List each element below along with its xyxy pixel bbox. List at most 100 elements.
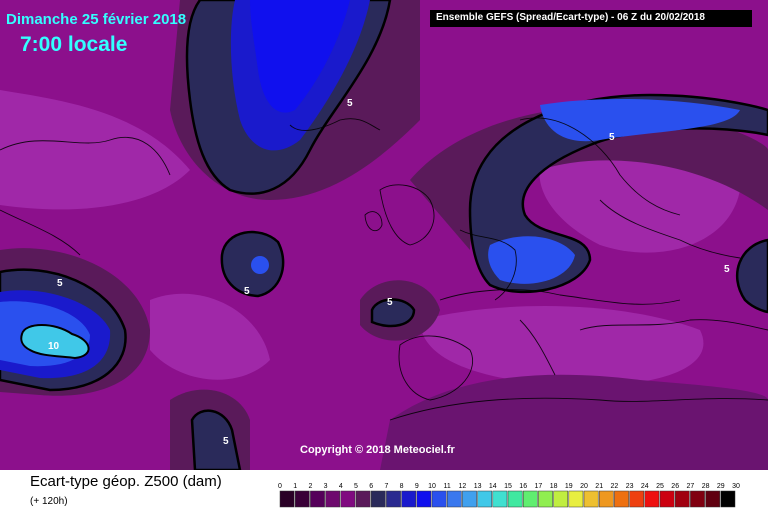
contour-label: 5 bbox=[609, 132, 615, 143]
scale-swatch bbox=[644, 490, 660, 508]
high-spread-zone-norway bbox=[540, 98, 740, 142]
coastline-labrador bbox=[0, 209, 81, 256]
scale-tick-label: 27 bbox=[687, 483, 695, 490]
scale-tick-label: 17 bbox=[535, 483, 543, 490]
scale-swatch bbox=[416, 490, 432, 508]
scale-swatch bbox=[370, 490, 386, 508]
scale-tick-label: 8 bbox=[400, 483, 404, 490]
contour-label: 10 bbox=[48, 341, 60, 352]
scale-tick-label: 12 bbox=[459, 483, 467, 490]
scale-swatch bbox=[598, 490, 614, 508]
scale-swatch bbox=[690, 490, 705, 508]
scale-swatch bbox=[355, 490, 371, 508]
scale-tick-label: 7 bbox=[384, 483, 388, 490]
scale-tick-label: 2 bbox=[308, 483, 312, 490]
coastline-scandinavia bbox=[519, 117, 681, 216]
coastline-iceland bbox=[289, 118, 381, 131]
forecast-date: Dimanche 25 février 2018 bbox=[6, 11, 187, 28]
coastline-ireland bbox=[364, 211, 383, 232]
scale-tick-label: 19 bbox=[565, 483, 573, 490]
border-central-europe bbox=[439, 289, 681, 305]
scale-tick-label: 9 bbox=[415, 483, 419, 490]
field-zone-greenland bbox=[0, 90, 190, 210]
scale-tick-label: 18 bbox=[550, 483, 558, 490]
contour-zone-biscay bbox=[370, 298, 416, 328]
contour-label: 5 bbox=[387, 297, 393, 308]
scale-swatch bbox=[340, 490, 356, 508]
coastline-britain bbox=[379, 184, 435, 246]
scale-tick-label: 1 bbox=[293, 483, 297, 490]
scale-swatch bbox=[310, 490, 325, 508]
scale-tick-label: 6 bbox=[369, 483, 373, 490]
contour-zone-south-atlantic bbox=[190, 409, 242, 470]
forecast-range: (+ 120h) bbox=[30, 496, 68, 507]
scale-tick-label: 5 bbox=[354, 483, 358, 490]
scale-swatch bbox=[659, 490, 675, 508]
contour-label: 5 bbox=[347, 98, 353, 109]
scale-tick-label: 11 bbox=[444, 483, 451, 490]
field-zone-mediterranean bbox=[420, 306, 704, 386]
scale-tick-label: 20 bbox=[580, 483, 588, 490]
low-spread-zone-africa bbox=[380, 374, 768, 470]
scale-tick-label: 30 bbox=[732, 483, 740, 490]
scale-swatch bbox=[568, 490, 584, 508]
scale-swatch bbox=[462, 490, 477, 508]
scale-swatch bbox=[401, 490, 417, 508]
scale-swatch bbox=[674, 490, 690, 508]
scale-swatch bbox=[477, 490, 493, 508]
scale-tick-label: 24 bbox=[641, 483, 649, 490]
high-spread-cell-mid-atlantic bbox=[251, 256, 269, 274]
scale-swatch bbox=[720, 490, 736, 508]
scale-swatch bbox=[522, 490, 538, 508]
scale-swatch bbox=[705, 490, 721, 508]
scale-tick-label: 21 bbox=[595, 483, 603, 490]
scale-tick-label: 26 bbox=[671, 483, 679, 490]
coastlines bbox=[0, 117, 768, 421]
scale-tick-label: 25 bbox=[656, 483, 664, 490]
scale-tick-label: 10 bbox=[428, 483, 436, 490]
scale-swatch bbox=[538, 490, 553, 508]
contour-label: 5 bbox=[57, 278, 63, 289]
scale-swatch bbox=[446, 490, 462, 508]
scale-swatch bbox=[325, 490, 341, 508]
coastline-iberia bbox=[398, 335, 474, 401]
scale-swatch bbox=[583, 490, 599, 508]
scale-tick-label: 23 bbox=[626, 483, 634, 490]
color-scale: 0 1 2 3 4 5 6 7 8 9 10 11 12 13 14 15 16 17 18 19 20 21 22 23 24… bbox=[278, 483, 740, 508]
run-info: Ensemble GEFS (Spread/Ecart-type) - 06 Z… bbox=[436, 12, 705, 23]
scale-swatch bbox=[553, 490, 569, 508]
scale-tick-label: 22 bbox=[611, 483, 619, 490]
scale-swatch bbox=[294, 490, 310, 508]
scale-tick-label: 0 bbox=[278, 483, 282, 490]
scale-tick-label: 16 bbox=[519, 483, 527, 490]
forecast-time: 7:00 locale bbox=[20, 33, 128, 56]
coastline-north-africa bbox=[389, 397, 768, 421]
high-spread-core-arctic bbox=[250, 0, 350, 113]
scale-tick-label: 28 bbox=[702, 483, 710, 490]
scale-tick-label: 13 bbox=[474, 483, 482, 490]
scale-tick-label: 4 bbox=[339, 483, 343, 490]
contour-10-west-atlantic bbox=[20, 324, 90, 360]
contour-label: 5 bbox=[223, 436, 229, 447]
field-zone-scandinavia bbox=[539, 152, 740, 253]
scale-swatch bbox=[279, 490, 295, 508]
scale-tick-label: 3 bbox=[324, 483, 328, 490]
coastline-greenland bbox=[0, 136, 171, 176]
run-info-box: Ensemble GEFS (Spread/Ecart-type) - 06 Z… bbox=[430, 10, 752, 27]
scale-swatch bbox=[614, 490, 629, 508]
scale-tick-label: 14 bbox=[489, 483, 497, 490]
contour-zone-east bbox=[735, 238, 768, 314]
spread-map: 5 5 5 5 5 5 5 10 5 bbox=[0, 0, 768, 470]
border-baltic bbox=[599, 199, 741, 259]
coastline-italy bbox=[519, 319, 556, 376]
copyright: Copyright © 2018 Meteociel.fr bbox=[300, 444, 455, 456]
coastline-denmark bbox=[459, 229, 517, 301]
scale-tick-label: 29 bbox=[717, 483, 725, 490]
contour-label: 5 bbox=[244, 286, 250, 297]
high-spread-zone-north-sea bbox=[488, 236, 575, 284]
scale-swatch bbox=[507, 490, 523, 508]
field-zone-atlantic bbox=[150, 293, 270, 380]
scale-swatch bbox=[629, 490, 645, 508]
scale-swatch bbox=[492, 490, 508, 508]
